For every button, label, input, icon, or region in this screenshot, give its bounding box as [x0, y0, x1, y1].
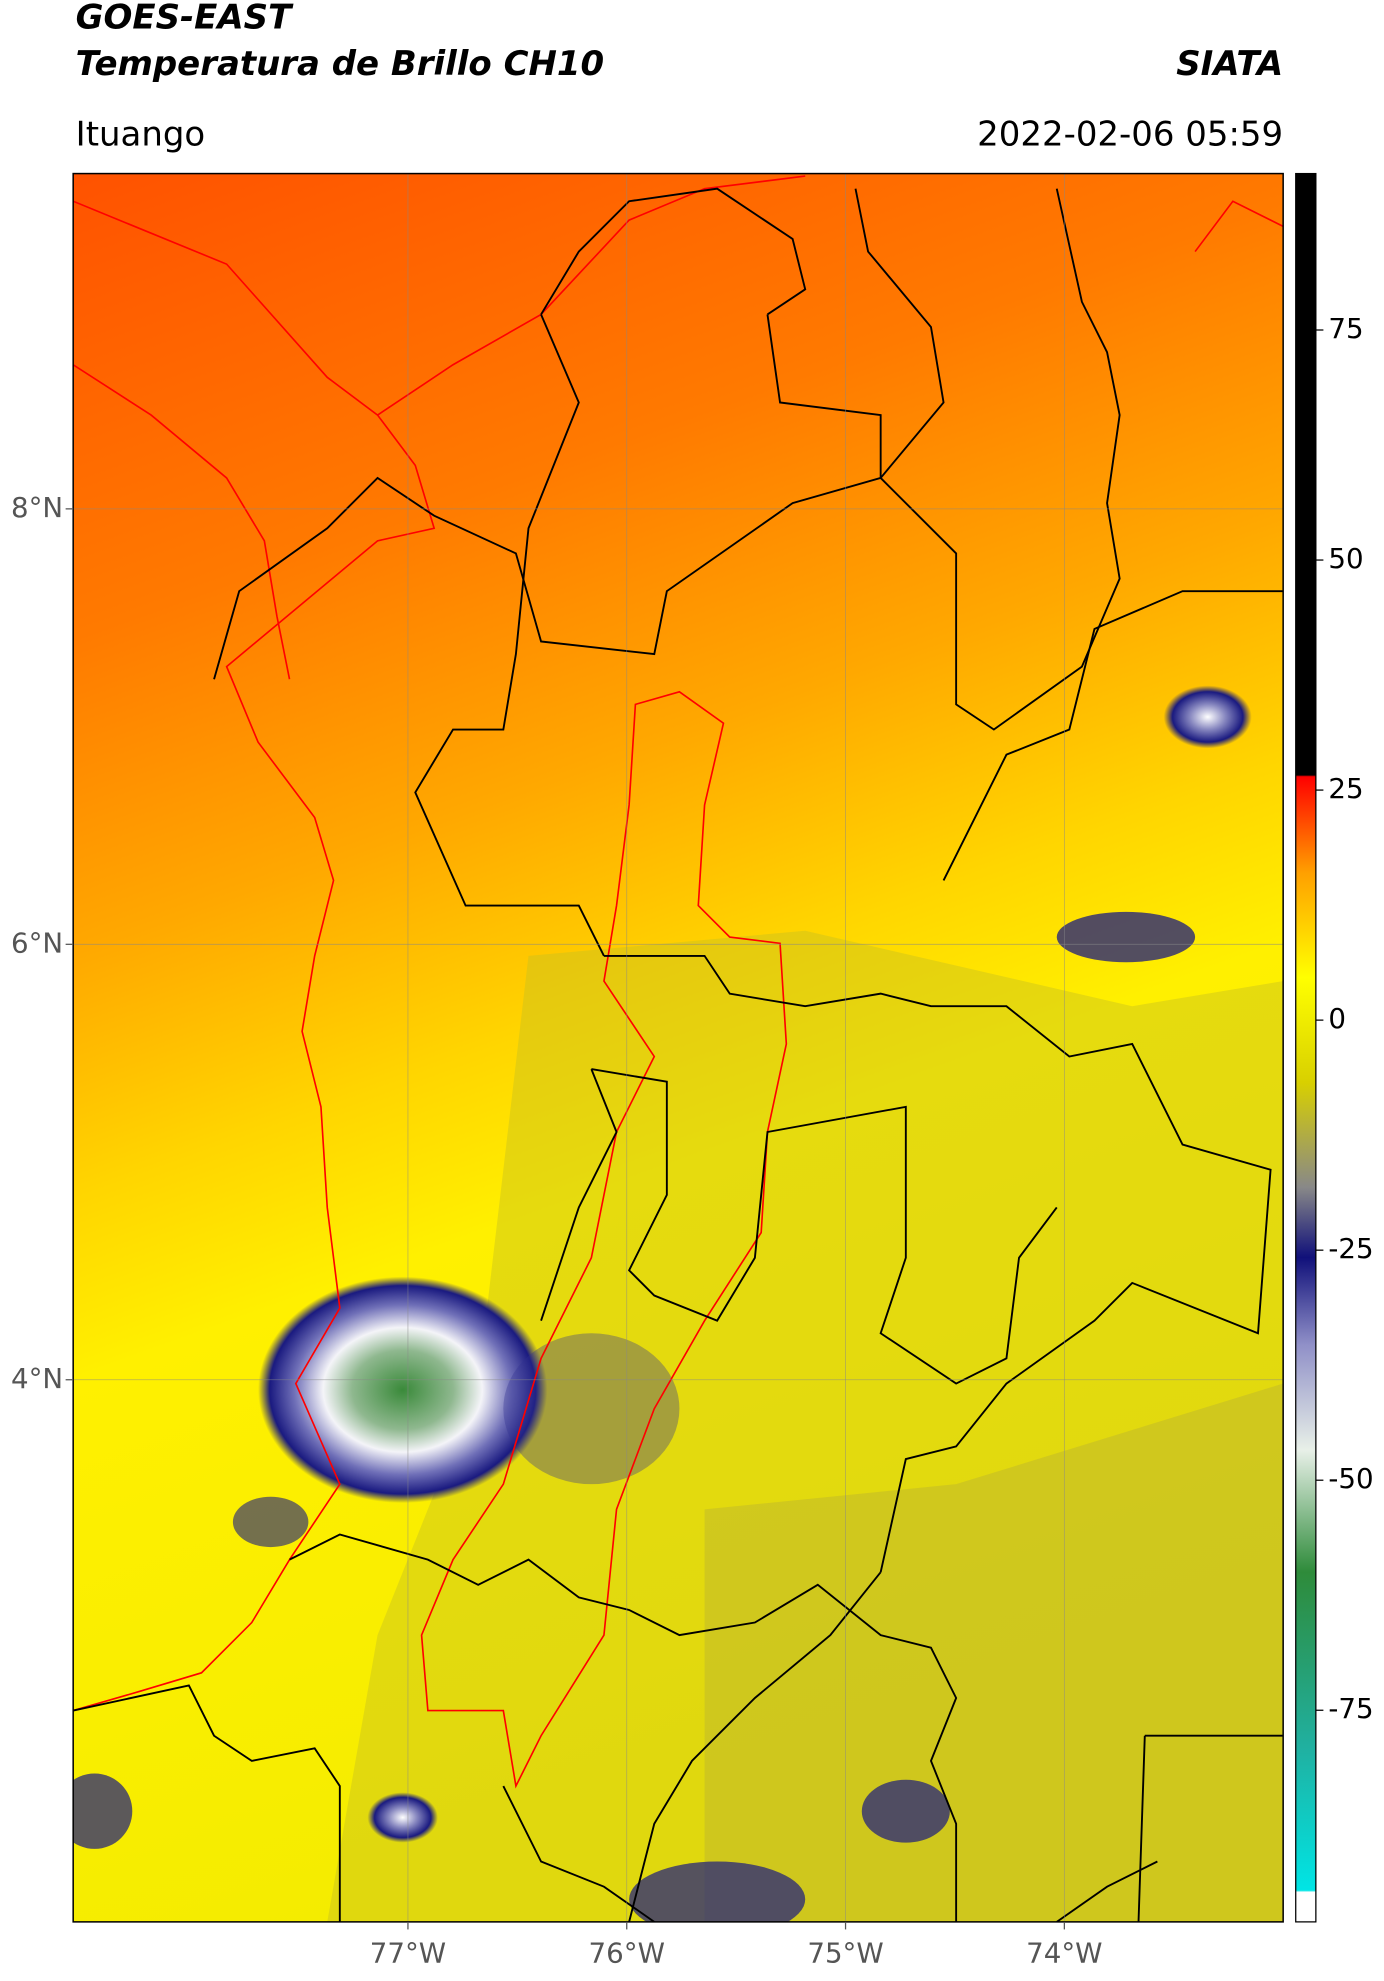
lon-tick-label: 77°W	[370, 1937, 446, 1970]
subtitle: Temperatura de Brillo CH10	[76, 44, 604, 84]
lon-tick-label: 76°W	[589, 1937, 665, 1970]
lon-tick-label: 75°W	[807, 1937, 883, 1970]
colorbar-tick-label: -50	[1328, 1462, 1373, 1495]
graticule	[73, 173, 1284, 1922]
colorbar-tick-label: -25	[1328, 1232, 1373, 1265]
colorbar-tick-label: 75	[1328, 312, 1363, 345]
lat-tick-label: 8°N	[11, 491, 63, 524]
map-imagery	[73, 173, 1284, 1922]
ticks: 77°W 76°W 75°W 74°W 8°N 6°N 4°N 75 50 25 0 -25 -50 -7…	[11, 312, 1374, 1970]
colorbar-tick-label: 50	[1328, 542, 1363, 575]
colorbar	[1295, 172, 1317, 1923]
colorbar-tick-label: -75	[1328, 1692, 1373, 1725]
lon-tick-label: 74°W	[1026, 1937, 1102, 1970]
datetime: 2022-02-06 05:59	[977, 114, 1283, 154]
location: Ituango	[76, 114, 206, 154]
colorbar-tick-label: 0	[1328, 1002, 1346, 1035]
source: SIATA	[1176, 44, 1283, 84]
lat-tick-label: 4°N	[11, 1362, 63, 1395]
colorbar-tick-label: 25	[1328, 772, 1363, 805]
title: GOES-EAST	[76, 0, 294, 37]
map-frame	[72, 172, 1284, 1923]
lat-tick-label: 6°N	[11, 926, 63, 959]
